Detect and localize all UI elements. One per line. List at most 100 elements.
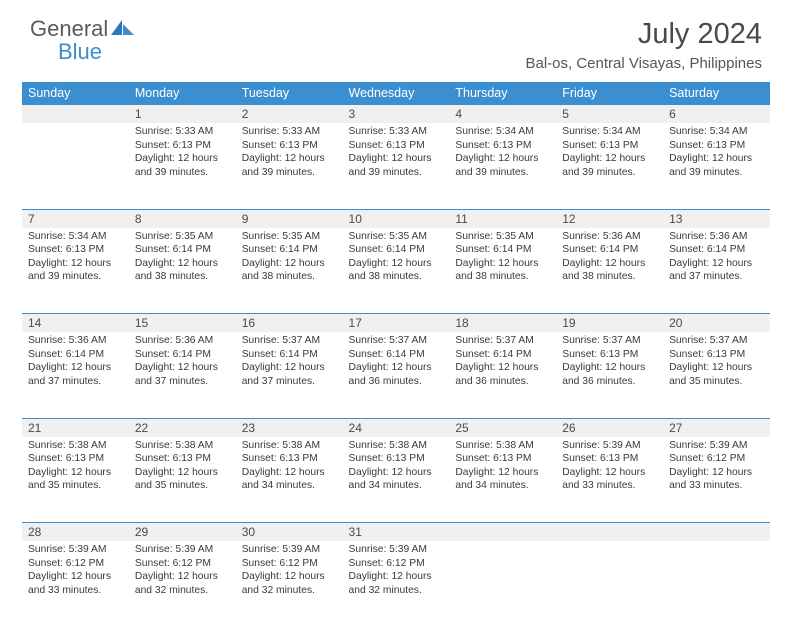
daylight-line: Daylight: 12 hours and 38 minutes. [135, 257, 230, 284]
day-number: 18 [449, 314, 556, 332]
location-text: Bal-os, Central Visayas, Philippines [525, 55, 762, 72]
daylight-line: Daylight: 12 hours and 38 minutes. [455, 257, 550, 284]
daylight-line: Daylight: 12 hours and 35 minutes. [669, 361, 764, 388]
day-header: Thursday [449, 82, 556, 105]
day-number [556, 523, 663, 541]
day-cell: Sunrise: 5:37 AMSunset: 6:13 PMDaylight:… [663, 332, 770, 418]
daylight-line: Daylight: 12 hours and 34 minutes. [455, 466, 550, 493]
day-cell: Sunrise: 5:34 AMSunset: 6:13 PMDaylight:… [556, 123, 663, 209]
day-number: 20 [663, 314, 770, 332]
day-number-cell: 15 [129, 314, 236, 333]
sunset-line: Sunset: 6:14 PM [669, 243, 764, 257]
logo-text: General Blue [30, 18, 136, 64]
sunrise-line: Sunrise: 5:37 AM [455, 334, 550, 348]
day-cell-body: Sunrise: 5:37 AMSunset: 6:13 PMDaylight:… [663, 332, 770, 392]
day-cell-body: Sunrise: 5:36 AMSunset: 6:14 PMDaylight:… [22, 332, 129, 392]
day-number: 13 [663, 210, 770, 228]
day-number-cell: 3 [343, 105, 450, 124]
day-cell-body: Sunrise: 5:39 AMSunset: 6:12 PMDaylight:… [22, 541, 129, 601]
day-number: 28 [22, 523, 129, 541]
day-cell: Sunrise: 5:35 AMSunset: 6:14 PMDaylight:… [236, 228, 343, 314]
sunrise-line: Sunrise: 5:35 AM [349, 230, 444, 244]
daylight-line: Daylight: 12 hours and 38 minutes. [242, 257, 337, 284]
sunrise-line: Sunrise: 5:39 AM [562, 439, 657, 453]
day-cell-body: Sunrise: 5:33 AMSunset: 6:13 PMDaylight:… [129, 123, 236, 183]
day-number [663, 523, 770, 541]
day-cell: Sunrise: 5:38 AMSunset: 6:13 PMDaylight:… [449, 437, 556, 523]
daylight-line: Daylight: 12 hours and 36 minutes. [562, 361, 657, 388]
day-cell: Sunrise: 5:36 AMSunset: 6:14 PMDaylight:… [22, 332, 129, 418]
sunset-line: Sunset: 6:13 PM [349, 452, 444, 466]
sunrise-line: Sunrise: 5:39 AM [669, 439, 764, 453]
daylight-line: Daylight: 12 hours and 37 minutes. [242, 361, 337, 388]
day-number: 26 [556, 419, 663, 437]
sunrise-line: Sunrise: 5:38 AM [28, 439, 123, 453]
sunset-line: Sunset: 6:12 PM [669, 452, 764, 466]
day-number: 16 [236, 314, 343, 332]
day-cell-body: Sunrise: 5:35 AMSunset: 6:14 PMDaylight:… [129, 228, 236, 288]
day-cell: Sunrise: 5:35 AMSunset: 6:14 PMDaylight:… [129, 228, 236, 314]
sunset-line: Sunset: 6:13 PM [242, 452, 337, 466]
day-header: Wednesday [343, 82, 450, 105]
sunset-line: Sunset: 6:12 PM [349, 557, 444, 571]
sunset-line: Sunset: 6:14 PM [349, 243, 444, 257]
sunset-line: Sunset: 6:12 PM [242, 557, 337, 571]
day-number: 5 [556, 105, 663, 123]
day-cell-body: Sunrise: 5:38 AMSunset: 6:13 PMDaylight:… [129, 437, 236, 497]
day-number: 22 [129, 419, 236, 437]
day-cell: Sunrise: 5:39 AMSunset: 6:12 PMDaylight:… [22, 541, 129, 627]
sunrise-line: Sunrise: 5:33 AM [135, 125, 230, 139]
day-number-cell: 30 [236, 523, 343, 542]
day-cell-body: Sunrise: 5:37 AMSunset: 6:14 PMDaylight:… [449, 332, 556, 392]
day-cell-body: Sunrise: 5:35 AMSunset: 6:14 PMDaylight:… [449, 228, 556, 288]
daylight-line: Daylight: 12 hours and 33 minutes. [562, 466, 657, 493]
day-cell-body: Sunrise: 5:36 AMSunset: 6:14 PMDaylight:… [556, 228, 663, 288]
day-cell-body: Sunrise: 5:36 AMSunset: 6:14 PMDaylight:… [663, 228, 770, 288]
sunset-line: Sunset: 6:13 PM [28, 452, 123, 466]
day-cell: Sunrise: 5:39 AMSunset: 6:12 PMDaylight:… [129, 541, 236, 627]
day-cell-body [449, 541, 556, 547]
day-number-cell: 1 [129, 105, 236, 124]
day-number-cell: 7 [22, 209, 129, 228]
day-cell-body: Sunrise: 5:35 AMSunset: 6:14 PMDaylight:… [343, 228, 450, 288]
day-cell-body: Sunrise: 5:36 AMSunset: 6:14 PMDaylight:… [129, 332, 236, 392]
sunrise-line: Sunrise: 5:38 AM [242, 439, 337, 453]
day-number: 2 [236, 105, 343, 123]
sunset-line: Sunset: 6:14 PM [562, 243, 657, 257]
calendar-table: SundayMondayTuesdayWednesdayThursdayFrid… [22, 82, 770, 627]
sunrise-line: Sunrise: 5:34 AM [669, 125, 764, 139]
day-number-cell: 8 [129, 209, 236, 228]
header: General Blue July 2024 Bal-os, Central V… [0, 0, 792, 74]
day-number-cell: 22 [129, 418, 236, 437]
day-number: 1 [129, 105, 236, 123]
day-number-cell: 9 [236, 209, 343, 228]
day-number: 10 [343, 210, 450, 228]
day-cell-body: Sunrise: 5:37 AMSunset: 6:14 PMDaylight:… [343, 332, 450, 392]
day-cell-body: Sunrise: 5:35 AMSunset: 6:14 PMDaylight:… [236, 228, 343, 288]
day-cell [556, 541, 663, 627]
sunrise-line: Sunrise: 5:39 AM [28, 543, 123, 557]
day-cell-body: Sunrise: 5:33 AMSunset: 6:13 PMDaylight:… [236, 123, 343, 183]
day-number: 29 [129, 523, 236, 541]
sunrise-line: Sunrise: 5:36 AM [562, 230, 657, 244]
daylight-line: Daylight: 12 hours and 37 minutes. [135, 361, 230, 388]
sunrise-line: Sunrise: 5:36 AM [669, 230, 764, 244]
day-cell: Sunrise: 5:35 AMSunset: 6:14 PMDaylight:… [343, 228, 450, 314]
day-number-cell: 24 [343, 418, 450, 437]
day-cell-body: Sunrise: 5:33 AMSunset: 6:13 PMDaylight:… [343, 123, 450, 183]
daylight-line: Daylight: 12 hours and 35 minutes. [28, 466, 123, 493]
sunset-line: Sunset: 6:14 PM [242, 348, 337, 362]
sunset-line: Sunset: 6:14 PM [242, 243, 337, 257]
day-number-cell: 25 [449, 418, 556, 437]
sunrise-line: Sunrise: 5:39 AM [349, 543, 444, 557]
sunrise-line: Sunrise: 5:33 AM [349, 125, 444, 139]
daylight-line: Daylight: 12 hours and 33 minutes. [669, 466, 764, 493]
day-header: Saturday [663, 82, 770, 105]
day-number: 27 [663, 419, 770, 437]
day-number-cell: 27 [663, 418, 770, 437]
day-cell: Sunrise: 5:37 AMSunset: 6:14 PMDaylight:… [343, 332, 450, 418]
day-number: 12 [556, 210, 663, 228]
day-number: 11 [449, 210, 556, 228]
sunrise-line: Sunrise: 5:36 AM [135, 334, 230, 348]
day-number: 30 [236, 523, 343, 541]
